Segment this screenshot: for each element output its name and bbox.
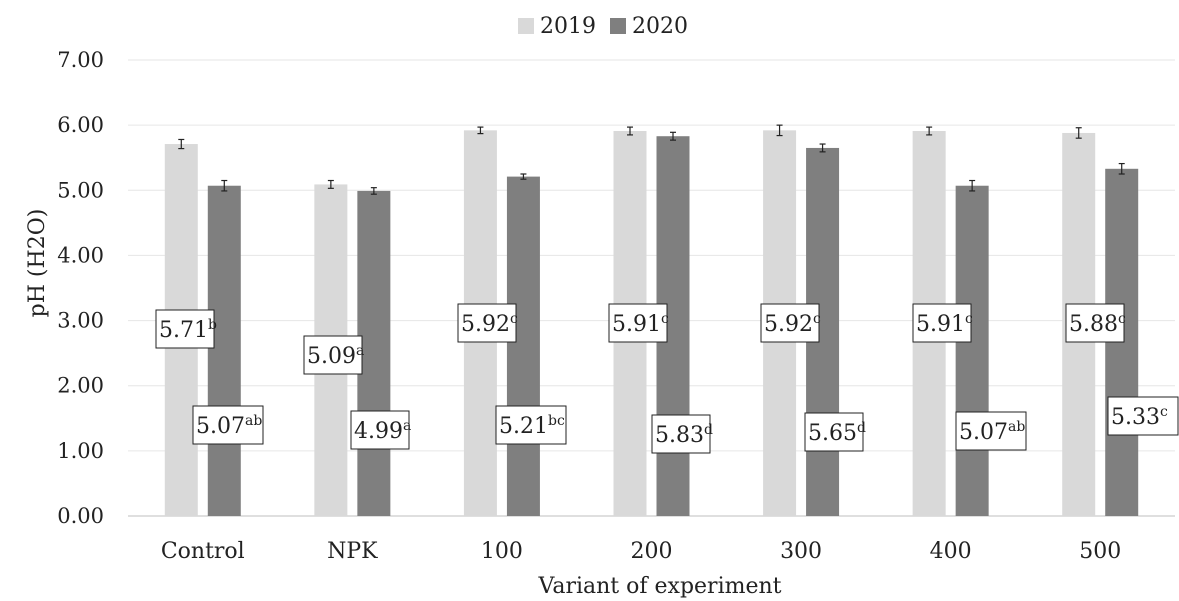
error-bar <box>627 126 633 136</box>
data-label: 5.21bc <box>495 405 567 445</box>
svg-text:5.33c: 5.33c <box>1111 404 1168 430</box>
y-tick-label: 3.00 <box>57 309 104 333</box>
svg-text:5.92c: 5.92c <box>461 311 518 337</box>
bar-2020-NPK <box>357 190 391 517</box>
x-axis-title: Variant of experiment <box>537 574 781 599</box>
error-bar <box>670 131 676 141</box>
svg-text:5.71b: 5.71b <box>159 317 217 343</box>
y-axis-ticks: 0.00 1.00 2.00 3.00 4.00 5.00 6.00 7.00 <box>57 48 104 528</box>
error-bar <box>221 179 228 192</box>
error-bar <box>1118 162 1125 175</box>
error-bar <box>178 138 185 150</box>
data-label: 4.99a <box>350 410 411 450</box>
svg-text:5.21bc: 5.21bc <box>499 413 565 439</box>
error-bar <box>969 179 976 192</box>
y-tick-label: 0.00 <box>57 504 104 528</box>
data-label: 5.88c <box>1065 303 1126 343</box>
bar-2020-100 <box>506 176 540 516</box>
svg-text:4.99a: 4.99a <box>354 418 411 444</box>
error-bar <box>327 179 334 189</box>
svg-text:5.92c: 5.92c <box>764 311 821 337</box>
x-tick-label: 200 <box>631 539 673 564</box>
y-tick-label: 2.00 <box>57 374 104 398</box>
y-tick-label: 4.00 <box>57 243 104 267</box>
x-tick-label: 500 <box>1079 539 1121 564</box>
data-label: 5.91c <box>912 303 973 343</box>
data-label: 5.09a <box>303 335 364 375</box>
svg-text:5.88c: 5.88c <box>1069 311 1126 337</box>
legend-label-2020: 2020 <box>632 14 688 39</box>
data-label: 5.92c <box>457 303 518 343</box>
y-tick-label: 6.00 <box>57 113 104 137</box>
gridlines <box>128 59 1175 517</box>
data-label: 5.07ab <box>192 405 264 445</box>
data-labels: 5.71b 5.07ab 5.09a 4.99a 5.92c 5.21bc 5.91c 5.8… <box>155 303 1179 454</box>
x-tick-label: 400 <box>930 539 972 564</box>
bar-2020-400 <box>955 185 989 516</box>
y-tick-label: 1.00 <box>57 439 104 463</box>
svg-text:5.91c: 5.91c <box>612 311 669 337</box>
svg-text:5.83d: 5.83d <box>655 422 713 448</box>
error-bars <box>178 124 1125 195</box>
legend-swatch-2020 <box>610 18 626 34</box>
data-label: 5.33c <box>1107 396 1179 436</box>
svg-text:5.65d: 5.65d <box>808 420 866 446</box>
data-label: 5.83d <box>651 414 713 454</box>
x-axis-ticks: Control NPK 100 200 300 400 500 <box>161 539 1121 564</box>
x-tick-label: NPK <box>327 539 378 564</box>
data-label: 5.91c <box>608 303 669 343</box>
x-tick-label: 100 <box>481 539 523 564</box>
error-bar <box>370 187 377 195</box>
bars <box>164 130 1139 517</box>
data-label: 5.07ab <box>955 411 1027 451</box>
legend: 2019 2020 <box>518 14 688 39</box>
error-bar <box>819 143 826 153</box>
data-label: 5.71b <box>155 309 217 349</box>
error-bar <box>477 126 484 135</box>
data-label: 5.92c <box>760 303 821 343</box>
y-tick-label: 7.00 <box>57 48 104 72</box>
error-bar <box>926 126 933 136</box>
data-label: 5.65d <box>804 412 866 452</box>
legend-swatch-2019 <box>518 18 534 34</box>
error-bar <box>776 124 783 137</box>
x-tick-label: 300 <box>780 539 822 564</box>
legend-label-2019: 2019 <box>540 14 596 39</box>
x-tick-label: Control <box>161 539 245 564</box>
bar-2020-Control <box>207 185 241 516</box>
svg-text:5.91c: 5.91c <box>916 311 973 337</box>
error-bar <box>1075 127 1082 139</box>
svg-text:5.09a: 5.09a <box>307 343 364 369</box>
error-bar <box>520 173 527 180</box>
y-axis-title: pH (H2O) <box>25 209 50 318</box>
y-tick-label: 5.00 <box>57 178 104 202</box>
